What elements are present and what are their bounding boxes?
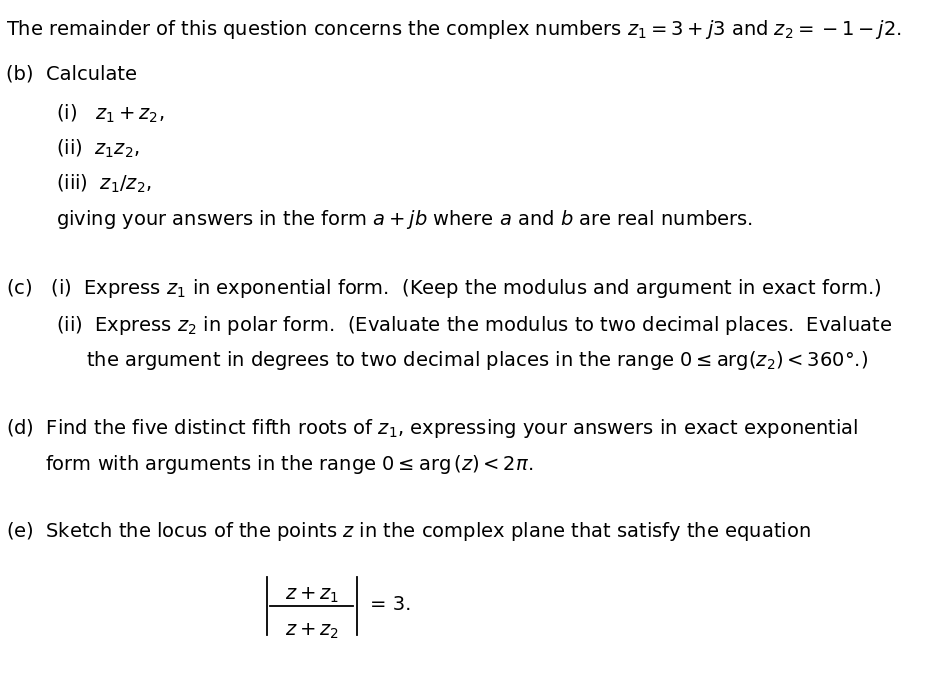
Text: form with arguments in the range $0 \leq \mathrm{arg}\,(z) < 2\pi$.: form with arguments in the range $0 \leq… <box>45 453 533 475</box>
Text: the argument in degrees to two decimal places in the range $0 \leq \mathrm{arg}(: the argument in degrees to two decimal p… <box>87 349 869 372</box>
Text: (c)   (i)  Express $z_1$ in exponential form.  (Keep the modulus and argument in: (c) (i) Express $z_1$ in exponential for… <box>6 277 882 300</box>
Text: (iii)  $z_1/z_2$,: (iii) $z_1/z_2$, <box>57 172 152 194</box>
Text: giving your answers in the form $a + jb$ where $a$ and $b$ are real numbers.: giving your answers in the form $a + jb$… <box>57 208 753 231</box>
Text: (d)  Find the five distinct fifth roots of $z_1$, expressing your answers in exa: (d) Find the five distinct fifth roots o… <box>6 417 858 440</box>
Text: (ii)  $z_1 z_2$,: (ii) $z_1 z_2$, <box>57 137 140 159</box>
Text: (e)  Sketch the locus of the points $z$ in the complex plane that satisfy the eq: (e) Sketch the locus of the points $z$ i… <box>6 520 811 543</box>
Text: $z + z_1$: $z + z_1$ <box>285 585 339 605</box>
Text: (i)   $z_1 + z_2$,: (i) $z_1 + z_2$, <box>57 102 165 124</box>
Text: The remainder of this question concerns the complex numbers $z_1 = 3+j3$ and $z_: The remainder of this question concerns … <box>6 18 901 41</box>
Text: (ii)  Express $z_2$ in polar form.  (Evaluate the modulus to two decimal places.: (ii) Express $z_2$ in polar form. (Evalu… <box>57 314 893 337</box>
Text: = 3.: = 3. <box>371 595 412 614</box>
Text: (b)  Calculate: (b) Calculate <box>6 65 137 84</box>
Text: $z + z_2$: $z + z_2$ <box>285 622 339 641</box>
